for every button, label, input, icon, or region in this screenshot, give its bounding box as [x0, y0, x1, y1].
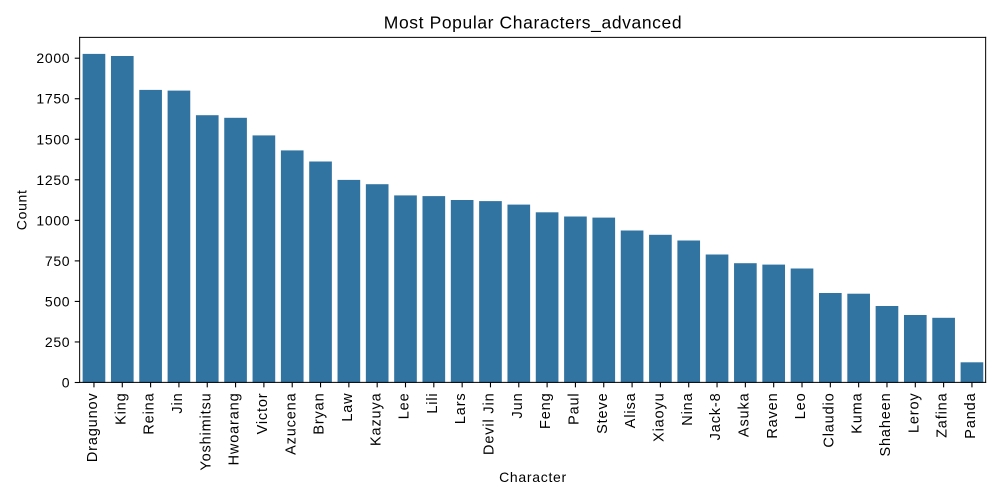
svg-text:Character: Character: [499, 469, 567, 485]
svg-text:Reina: Reina: [142, 392, 158, 434]
svg-text:Claudio: Claudio: [821, 393, 837, 448]
svg-text:Alisa: Alisa: [623, 392, 639, 428]
svg-text:Kazuya: Kazuya: [368, 392, 384, 446]
svg-text:Hwoarang: Hwoarang: [227, 393, 243, 466]
svg-text:2000: 2000: [36, 50, 70, 66]
svg-text:Leroy: Leroy: [906, 393, 922, 434]
svg-text:Asuka: Asuka: [736, 392, 752, 437]
svg-text:Bryan: Bryan: [312, 393, 328, 435]
svg-text:Kuma: Kuma: [850, 392, 866, 433]
svg-text:1500: 1500: [36, 131, 70, 147]
svg-text:Dragunov: Dragunov: [85, 393, 101, 463]
svg-text:1250: 1250: [36, 172, 70, 188]
svg-text:0: 0: [62, 375, 71, 391]
svg-text:Yoshimitsu: Yoshimitsu: [198, 393, 214, 471]
svg-text:King: King: [113, 393, 129, 425]
svg-text:Feng: Feng: [538, 393, 554, 429]
svg-text:Most Popular Characters_advanc: Most Popular Characters_advanced: [384, 13, 682, 34]
svg-text:Lars: Lars: [453, 393, 469, 425]
svg-text:Jack-8: Jack-8: [708, 393, 724, 441]
svg-text:Jun: Jun: [510, 393, 526, 419]
svg-text:Steve: Steve: [595, 393, 611, 434]
svg-text:750: 750: [45, 253, 70, 269]
svg-text:Azucena: Azucena: [283, 392, 299, 454]
svg-text:1000: 1000: [36, 212, 70, 228]
svg-text:500: 500: [45, 293, 70, 309]
svg-text:Devil Jin: Devil Jin: [482, 392, 498, 454]
svg-text:Zafina: Zafina: [935, 392, 951, 437]
svg-text:Leo: Leo: [793, 393, 809, 420]
svg-text:Lili: Lili: [425, 393, 441, 414]
svg-text:Jin: Jin: [170, 393, 186, 414]
svg-text:Law: Law: [340, 393, 356, 422]
svg-text:250: 250: [45, 334, 70, 350]
svg-text:Lee: Lee: [397, 393, 413, 420]
svg-text:Xiaoyu: Xiaoyu: [652, 393, 668, 442]
svg-text:Panda: Panda: [963, 392, 979, 438]
svg-text:Paul: Paul: [567, 393, 583, 425]
svg-text:Shaheen: Shaheen: [878, 393, 894, 457]
svg-text:Victor: Victor: [255, 393, 271, 435]
svg-text:Nina: Nina: [680, 392, 696, 425]
svg-text:1750: 1750: [36, 91, 70, 107]
svg-text:Raven: Raven: [765, 393, 781, 439]
svg-text:Count: Count: [14, 189, 30, 230]
